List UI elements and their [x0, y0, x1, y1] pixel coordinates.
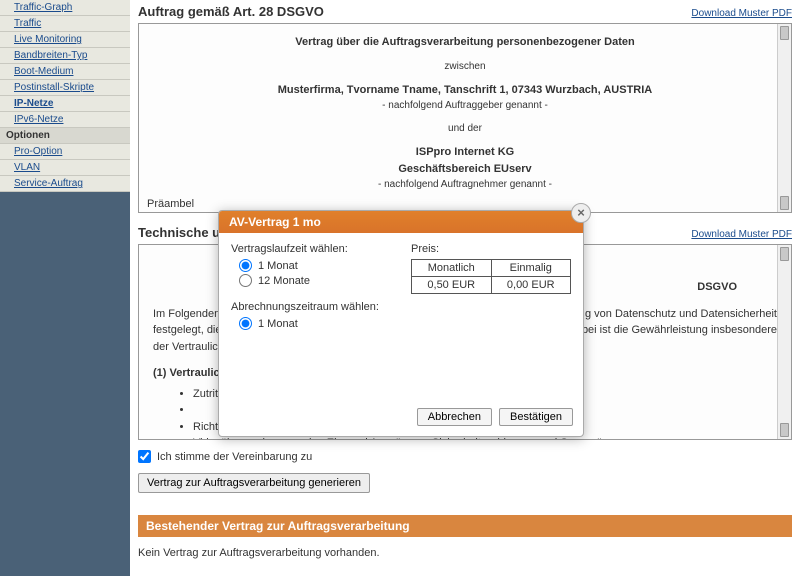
- billing-opt-1mo: 1 Monat: [258, 318, 298, 330]
- doc2-p2b: bei ist die Gewährleistung insbesondere: [582, 322, 777, 339]
- duration-radio-12mo[interactable]: [239, 274, 252, 287]
- sidebar-item-boot-medium[interactable]: Boot-Medium: [0, 64, 130, 80]
- modal-cancel-button[interactable]: Abbrechen: [417, 408, 492, 426]
- sidebar-item-ipv6-netze[interactable]: IPv6-Netze: [0, 112, 130, 128]
- download-muster-pdf-1[interactable]: Download Muster PDF: [691, 8, 792, 19]
- sidebar-item-postinstall-skripte[interactable]: Postinstall-Skripte: [0, 80, 130, 96]
- sidebar-item-bandbreiten-typ[interactable]: Bandbreiten-Typ: [0, 48, 130, 64]
- billing-radio-1mo[interactable]: [239, 317, 252, 330]
- download-muster-pdf-2[interactable]: Download Muster PDF: [691, 229, 792, 240]
- sidebar-item-service-auftrag[interactable]: Service-Auftrag: [0, 176, 130, 192]
- duration-radio-1mo[interactable]: [239, 259, 252, 272]
- doc1-line8: - nachfolgend Auftragnehmer genannt -: [159, 177, 771, 192]
- sidebar-item-live-monitoring[interactable]: Live Monitoring: [0, 32, 130, 48]
- billing-label: Abrechnungszeitraum wählen:: [231, 301, 391, 313]
- duration-opt-12mo: 12 Monate: [258, 275, 310, 287]
- doc2-p1a: Im Folgenden: [153, 306, 220, 323]
- sidebar-item-traffic[interactable]: Traffic: [0, 16, 130, 32]
- doc2-p2a: festgelegt, die: [153, 322, 222, 339]
- section1-title: Auftrag gemäß Art. 28 DSGVO: [138, 4, 324, 19]
- doc1-scrollbar[interactable]: [777, 24, 791, 212]
- modal-confirm-button[interactable]: Bestätigen: [499, 408, 573, 426]
- duration-opt-1mo: 1 Monat: [258, 260, 298, 272]
- modal-title: AV-Vertrag 1 mo: [219, 211, 583, 233]
- doc1-preamble: Präambel: [147, 198, 194, 210]
- no-contract-text: Kein Vertrag zur Auftragsverarbeitung vo…: [138, 547, 792, 559]
- section2-title: Technische u: [138, 225, 220, 240]
- price-label: Preis:: [411, 243, 571, 255]
- price-value-once: 0,00 EUR: [491, 277, 571, 294]
- price-header-monthly: Monatlich: [412, 260, 492, 277]
- sidebar-item-vlan[interactable]: VLAN: [0, 160, 130, 176]
- price-table: MonatlichEinmalig 0,50 EUR0,00 EUR: [411, 259, 571, 294]
- modal-close-button[interactable]: ×: [571, 203, 591, 223]
- sidebar-item-pro-option[interactable]: Pro-Option: [0, 144, 130, 160]
- price-header-once: Einmalig: [491, 260, 571, 277]
- doc1-line4: - nachfolgend Auftraggeber genannt -: [159, 98, 771, 113]
- av-vertrag-modal: AV-Vertrag 1 mo × Vertragslaufzeit wähle…: [218, 210, 584, 437]
- duration-label: Vertragslaufzeit wählen:: [231, 243, 391, 255]
- sidebar-item-ip-netze[interactable]: IP-Netze: [0, 96, 130, 112]
- doc1-line5: und der: [159, 121, 771, 136]
- existing-contract-header: Bestehender Vertrag zur Auftragsverarbei…: [138, 515, 792, 537]
- sidebar: Traffic-Graph Traffic Live Monitoring Ba…: [0, 0, 130, 576]
- generate-contract-button[interactable]: Vertrag zur Auftragsverarbeitung generie…: [138, 473, 370, 493]
- doc1-line1: Vertrag über die Auftragsverarbeitung pe…: [159, 34, 771, 51]
- agree-checkbox[interactable]: [138, 450, 151, 463]
- doc1-line2: zwischen: [159, 59, 771, 74]
- doc2-scrollbar[interactable]: [777, 245, 791, 439]
- doc1-line7: Geschäftsbereich EUserv: [159, 161, 771, 178]
- agree-label: Ich stimme der Vereinbarung zu: [157, 451, 312, 463]
- sidebar-section-optionen: Optionen: [0, 128, 130, 144]
- price-value-monthly: 0,50 EUR: [412, 277, 492, 294]
- doc2-p1b: g von Datenschutz und Datensicherheit: [585, 306, 777, 323]
- sidebar-item-traffic-graph[interactable]: Traffic-Graph: [0, 0, 130, 16]
- contract-doc-frame-1: Vertrag über die Auftragsverarbeitung pe…: [138, 23, 792, 213]
- doc1-line3: Musterfirma, Tvorname Tname, Tanschrift …: [159, 82, 771, 99]
- doc1-line6: ISPpro Internet KG: [159, 144, 771, 161]
